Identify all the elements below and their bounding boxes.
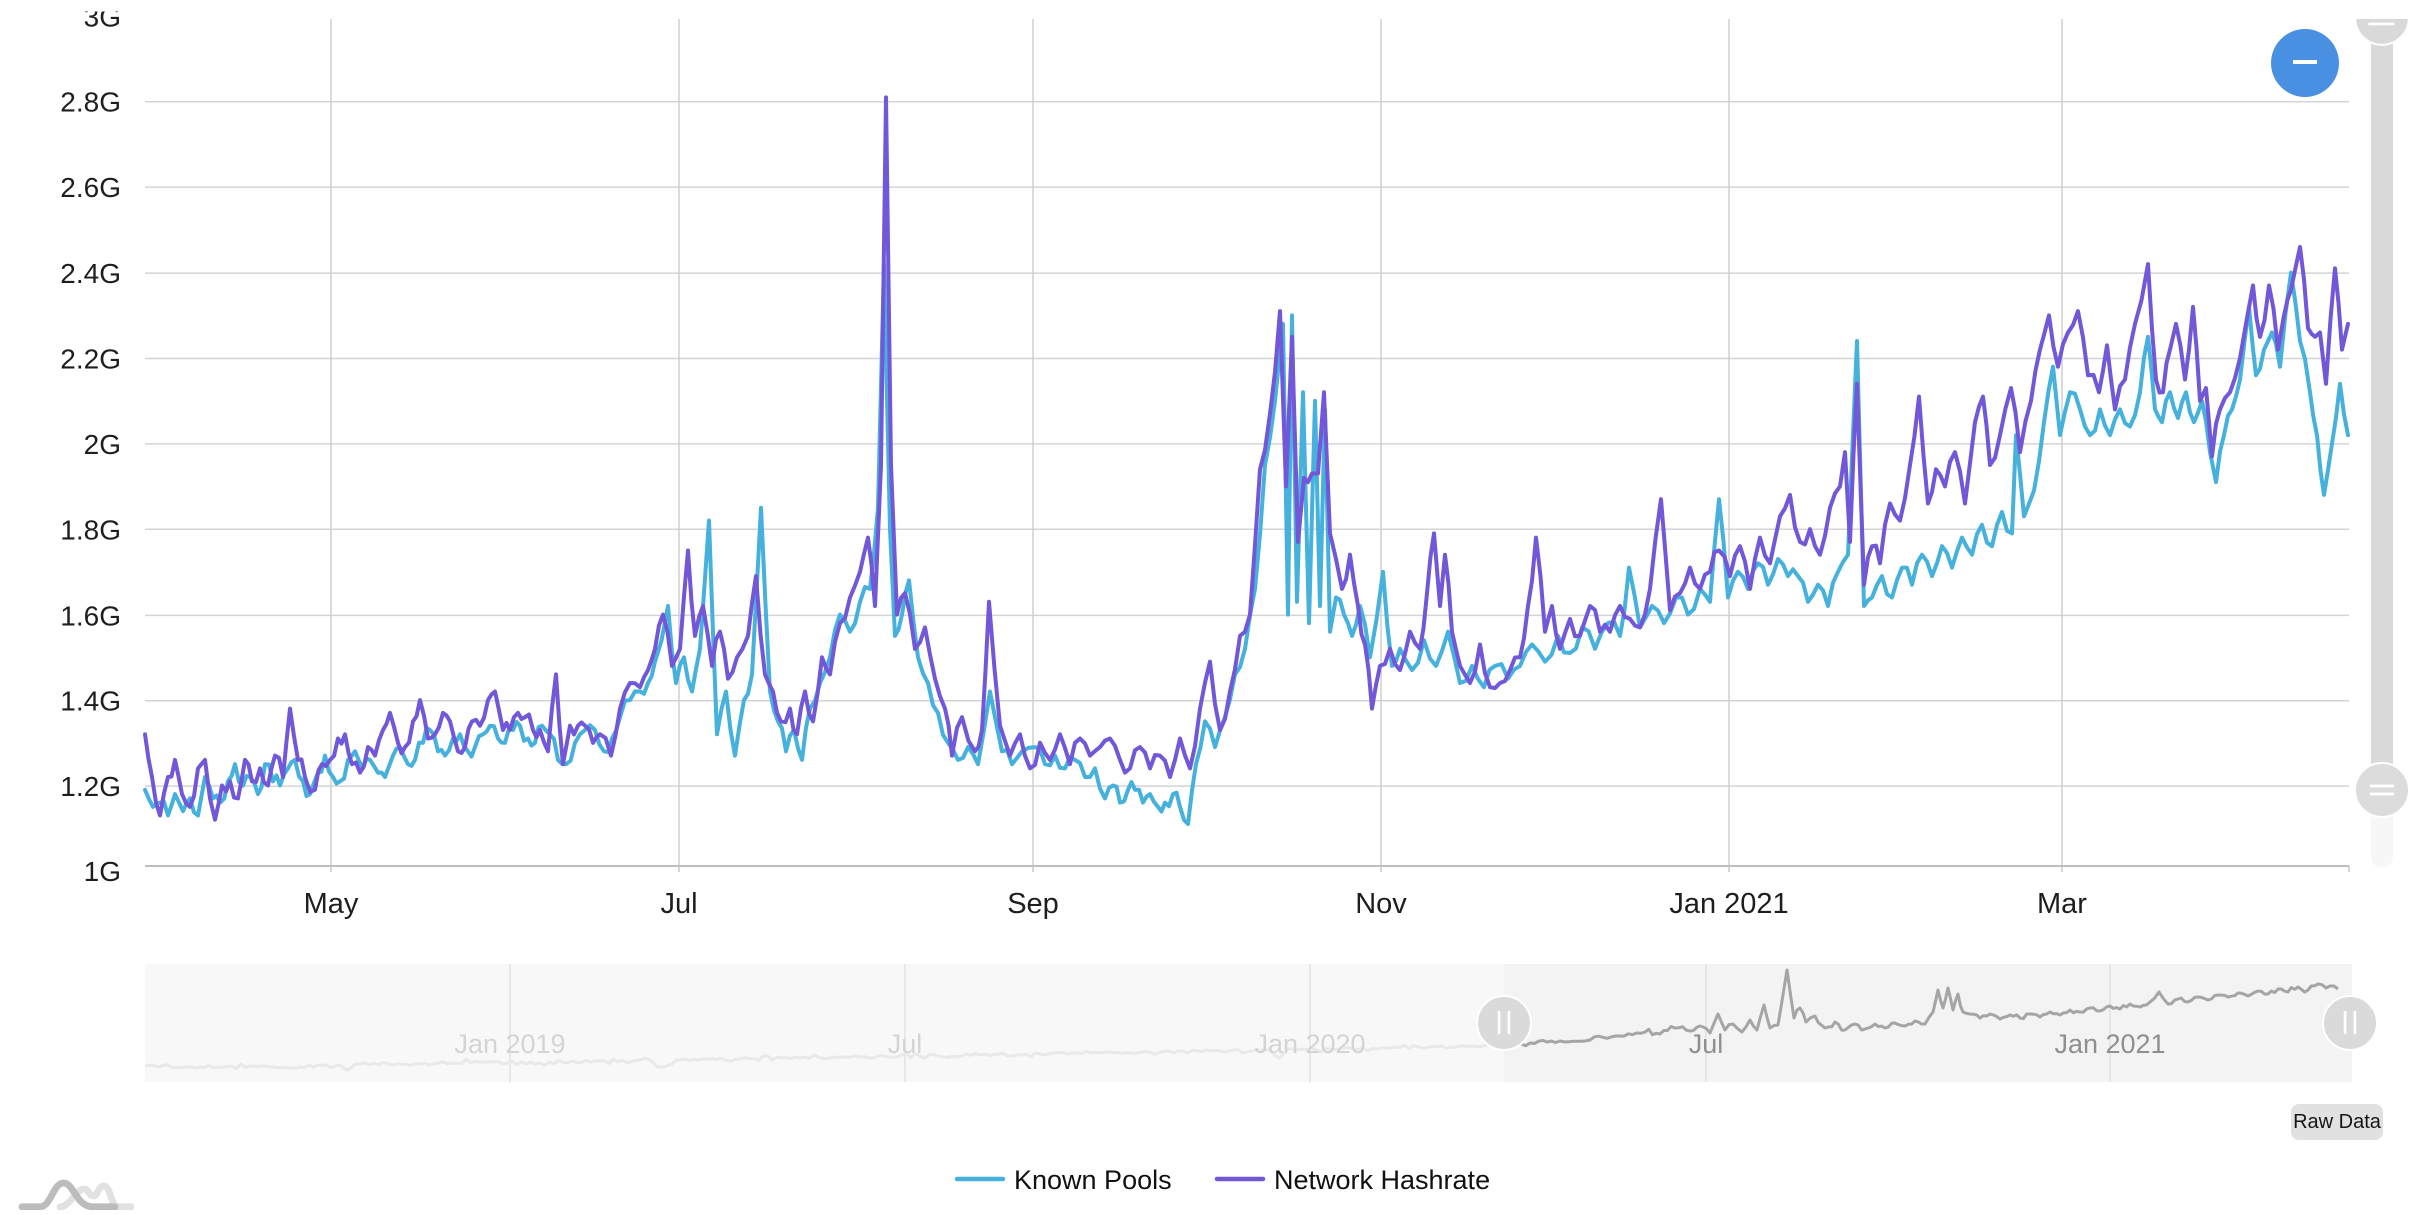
- svg-text:1.4G: 1.4G: [60, 686, 121, 717]
- svg-text:2.6G: 2.6G: [60, 172, 121, 203]
- svg-text:Nov: Nov: [1355, 888, 1407, 920]
- svg-text:Jan 2021: Jan 2021: [2054, 1029, 2165, 1059]
- svg-text:1G: 1G: [84, 856, 121, 887]
- svg-text:Network Hashrate: Network Hashrate: [1274, 1165, 1490, 1195]
- svg-text:Jan 2020: Jan 2020: [1254, 1029, 1365, 1059]
- svg-text:Jan 2019: Jan 2019: [454, 1029, 565, 1059]
- svg-text:Jul: Jul: [888, 1029, 923, 1059]
- svg-text:2.4G: 2.4G: [60, 258, 121, 289]
- svg-text:2G: 2G: [84, 429, 121, 460]
- svg-text:1.8G: 1.8G: [60, 514, 121, 545]
- svg-text:Jul: Jul: [660, 888, 697, 920]
- svg-text:Known Pools: Known Pools: [1014, 1165, 1172, 1195]
- svg-text:Sep: Sep: [1007, 888, 1059, 920]
- svg-text:2.8G: 2.8G: [60, 87, 121, 118]
- svg-text:Mar: Mar: [2037, 888, 2087, 920]
- svg-text:Raw Data: Raw Data: [2293, 1111, 2382, 1133]
- svg-text:May: May: [304, 888, 359, 920]
- svg-text:Jul: Jul: [1689, 1029, 1724, 1059]
- svg-text:1.2G: 1.2G: [60, 771, 121, 802]
- svg-text:3G: 3G: [84, 1, 121, 32]
- svg-text:1.6G: 1.6G: [60, 600, 121, 631]
- svg-text:2.2G: 2.2G: [60, 344, 121, 375]
- svg-text:Jan 2021: Jan 2021: [1669, 888, 1788, 920]
